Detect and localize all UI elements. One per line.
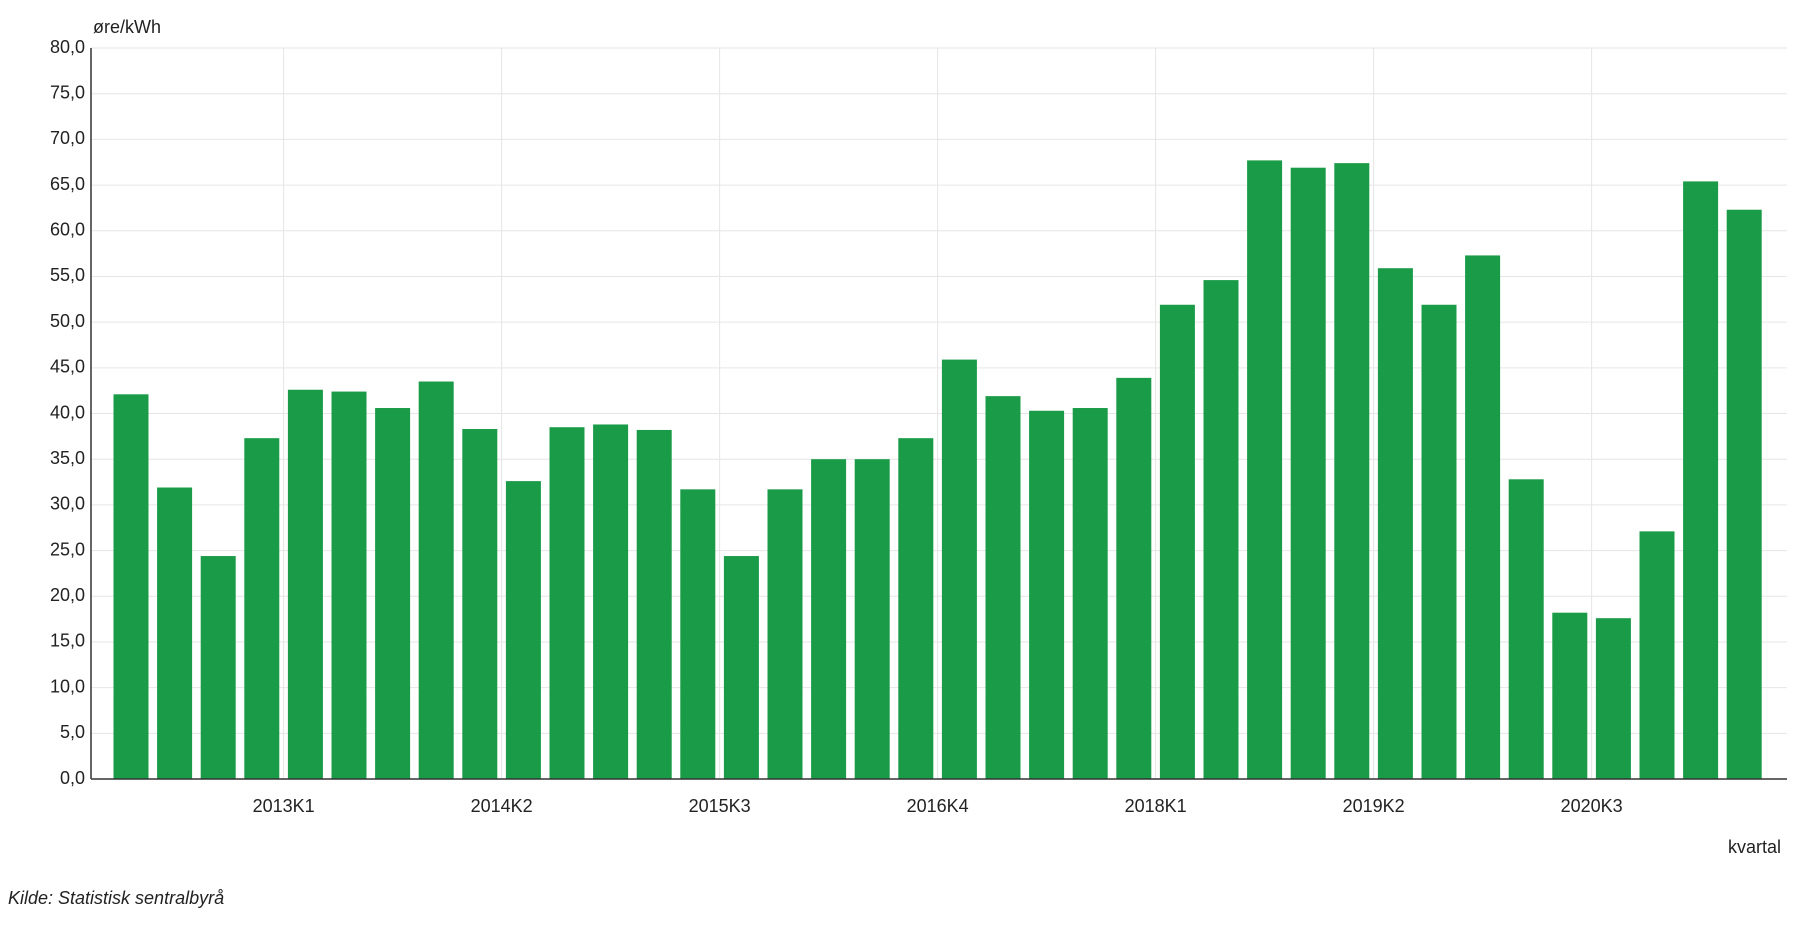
bar: [1029, 410, 1065, 779]
bar: [244, 438, 280, 779]
bar: [767, 489, 803, 779]
bar: [462, 429, 498, 779]
bar: [898, 438, 934, 779]
x-tick-label: 2019K2: [1343, 796, 1405, 816]
bar: [375, 408, 411, 779]
bar: [1116, 377, 1152, 779]
bar: [1203, 280, 1239, 779]
y-tick-label: 30,0: [50, 494, 85, 514]
bar: [157, 487, 193, 779]
source-note: Kilde: Statistisk sentralbyrå: [8, 888, 224, 908]
x-tick-label: 2018K1: [1125, 796, 1187, 816]
y-tick-label: 0,0: [60, 768, 85, 788]
y-tick-label: 20,0: [50, 585, 85, 605]
y-tick-label: 5,0: [60, 722, 85, 742]
x-tick-label: 2014K2: [471, 796, 533, 816]
bar: [1465, 255, 1501, 779]
bar: [636, 429, 672, 779]
bar: [1377, 268, 1413, 779]
bar: [811, 459, 847, 779]
y-tick-label: 10,0: [50, 676, 85, 696]
bar: [113, 394, 149, 779]
bar: [200, 556, 236, 779]
y-tick-label: 15,0: [50, 631, 85, 651]
x-tick-label: 2015K3: [689, 796, 751, 816]
bar: [985, 396, 1021, 779]
y-tick-label: 75,0: [50, 82, 85, 102]
bar: [1508, 479, 1544, 779]
x-tick-label: 2013K1: [253, 796, 315, 816]
bar: [1334, 163, 1370, 779]
y-tick-label: 70,0: [50, 128, 85, 148]
bar: [1072, 408, 1108, 779]
y-tick-label: 35,0: [50, 448, 85, 468]
bar: [1726, 209, 1762, 779]
bar: [1159, 304, 1195, 779]
x-tick-label: 2020K3: [1561, 796, 1623, 816]
y-axis-label: øre/kWh: [93, 17, 161, 37]
bar: [1421, 304, 1457, 779]
bar: [1639, 531, 1675, 779]
y-tick-label: 65,0: [50, 174, 85, 194]
bar: [505, 481, 541, 779]
bar: [723, 556, 759, 779]
x-axis-label: kvartal: [1728, 837, 1781, 857]
y-tick-label: 45,0: [50, 357, 85, 377]
y-tick-label: 50,0: [50, 311, 85, 331]
y-tick-label: 40,0: [50, 402, 85, 422]
y-tick-label: 80,0: [50, 37, 85, 57]
bar: [941, 359, 977, 779]
y-tick-label: 60,0: [50, 220, 85, 240]
bar: [854, 459, 890, 779]
bar: [680, 489, 716, 779]
y-tick-label: 25,0: [50, 539, 85, 559]
bar: [549, 427, 585, 779]
y-tick-label: 55,0: [50, 265, 85, 285]
bar: [287, 389, 323, 779]
x-tick-label: 2016K4: [907, 796, 969, 816]
bar: [418, 381, 454, 779]
bar: [1683, 181, 1719, 780]
bar: [1290, 167, 1326, 780]
bar: [593, 424, 629, 779]
bar: [1247, 160, 1283, 780]
bar: [331, 391, 367, 779]
bar: [1552, 612, 1588, 779]
bar: [1595, 618, 1631, 779]
